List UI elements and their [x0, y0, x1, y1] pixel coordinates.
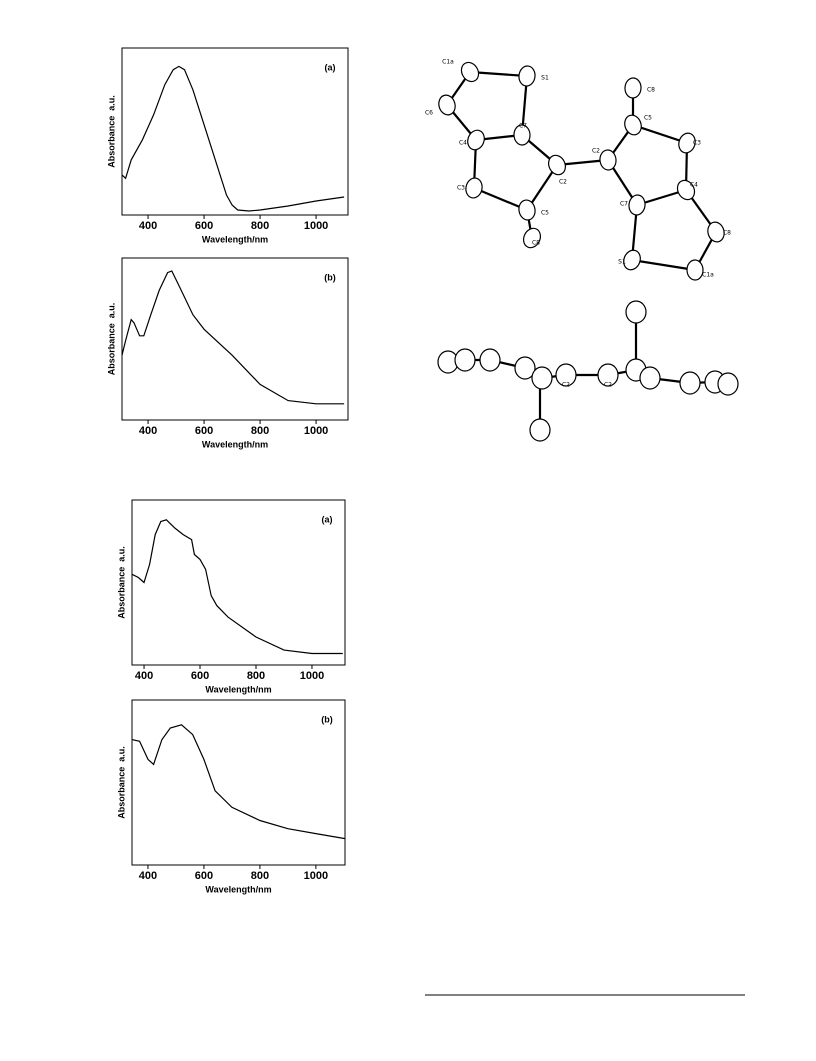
atom: [678, 132, 696, 154]
panel-label: (a): [325, 62, 336, 72]
x-tick-label: 800: [251, 870, 269, 882]
atom-label: C3: [693, 140, 701, 147]
x-tick-label: 400: [139, 425, 157, 437]
y-axis-label: Absorbance a.u.: [106, 95, 116, 168]
atom: [597, 363, 619, 387]
atom-label: C4: [459, 140, 467, 147]
atom-label: C8: [532, 240, 540, 247]
x-tick-label: 600: [191, 670, 209, 682]
bond: [473, 186, 528, 212]
x-tick-label: 800: [247, 670, 265, 682]
atom: [460, 61, 480, 83]
plot-frame: [131, 699, 346, 866]
atom-label: C2: [592, 148, 600, 155]
x-tick-label: 400: [135, 670, 153, 682]
x-axis-label: Wavelength/nm: [202, 439, 268, 449]
atom: [679, 371, 701, 395]
x-tick-label: 600: [195, 220, 213, 232]
spectrum-line: [131, 724, 346, 840]
spectrum-line: [121, 270, 345, 405]
atom-label: C1a: [702, 272, 714, 279]
bond: [632, 123, 688, 145]
panel-label: (a): [322, 514, 333, 524]
plot-frame: [121, 257, 349, 421]
plot-frame: [131, 499, 346, 666]
panel-label: (b): [321, 714, 333, 724]
atom: [628, 194, 646, 216]
x-tick-label: 1000: [304, 870, 328, 882]
x-tick-label: 800: [251, 220, 269, 232]
spectrum-line: [121, 65, 345, 212]
atom: [555, 363, 577, 387]
atom: [623, 249, 641, 271]
atom: [624, 77, 642, 99]
atom: [707, 221, 725, 243]
x-axis-label: Wavelength/nm: [205, 884, 271, 894]
atom-label: C5: [644, 115, 652, 122]
x-tick-label: 400: [139, 870, 157, 882]
atom: [599, 149, 617, 171]
atom-label: C4: [690, 182, 698, 189]
atom: [548, 154, 566, 176]
bond: [631, 258, 696, 272]
atom: [717, 372, 739, 396]
y-axis-label: Absorbance a.u.: [116, 746, 126, 819]
atom: [467, 129, 485, 151]
atom-label: C6: [425, 110, 433, 117]
atom: [625, 300, 647, 324]
atom: [686, 259, 704, 281]
x-tick-label: 600: [195, 425, 213, 437]
panel-label: (b): [324, 272, 336, 282]
atom: [624, 114, 642, 136]
spectrum-line: [131, 519, 343, 655]
x-tick-label: 1000: [304, 425, 328, 437]
atom: [514, 356, 536, 380]
y-axis-label: Absorbance a.u.: [106, 303, 116, 376]
atom: [438, 94, 456, 116]
atom-label: C7: [620, 201, 628, 208]
x-tick-label: 600: [195, 870, 213, 882]
atom-label: C7: [519, 123, 527, 130]
atom: [513, 124, 531, 146]
atom-label: C5: [541, 210, 549, 217]
atom-label: C2: [604, 382, 612, 389]
atom-label: C3: [457, 185, 465, 192]
atom-label: C2: [559, 179, 567, 186]
x-tick-label: 400: [139, 220, 157, 232]
atom: [454, 348, 476, 372]
atom: [639, 366, 661, 390]
atom: [531, 366, 553, 390]
atom-label: S1: [618, 259, 626, 266]
atom-label: C1a: [442, 59, 454, 66]
x-axis-label: Wavelength/nm: [202, 234, 268, 244]
bond: [469, 70, 528, 78]
atom-label: C8: [647, 87, 655, 94]
atom: [522, 227, 542, 249]
atom: [479, 348, 501, 372]
x-tick-label: 1000: [304, 220, 328, 232]
y-axis-label: Absorbance a.u.: [116, 546, 126, 619]
x-tick-label: 1000: [300, 670, 324, 682]
atom-label: C8: [723, 230, 731, 237]
atom-label: S1: [541, 75, 549, 82]
atom: [676, 179, 696, 201]
atom: [465, 177, 483, 199]
atom: [529, 418, 551, 442]
atom-label: C2: [562, 382, 570, 389]
plot-frame: [121, 47, 349, 216]
atom: [518, 199, 536, 221]
x-tick-label: 800: [251, 425, 269, 437]
x-axis-label: Wavelength/nm: [205, 684, 271, 694]
atom: [518, 65, 536, 87]
